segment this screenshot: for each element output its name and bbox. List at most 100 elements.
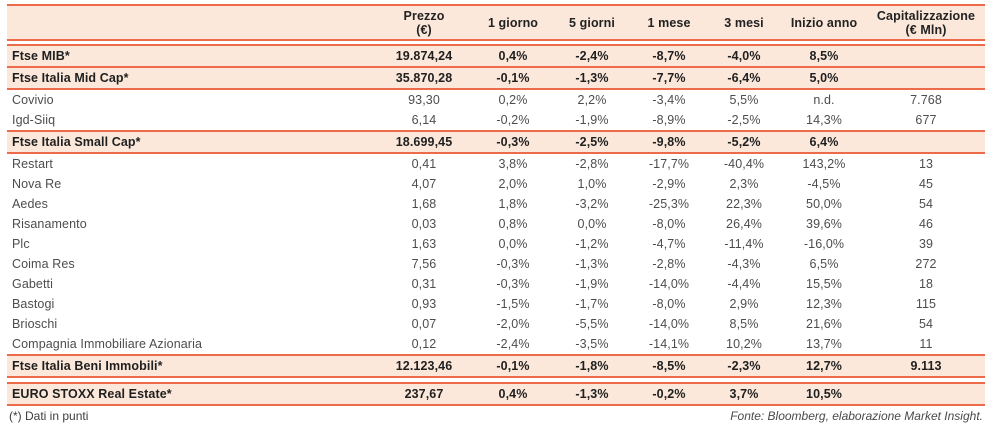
table-row: Plc 1,63 0,0% -1,2% -4,7% -11,4% -16,0% 39 <box>7 234 985 254</box>
cell-prezzo: 237,67 <box>404 387 444 401</box>
cell-prezzo: 0,93 <box>411 297 437 311</box>
cell-m1: -4,7% <box>652 237 686 251</box>
cell-ytd: 5,0% <box>809 71 839 85</box>
column-header-name <box>7 6 375 39</box>
cell-name: Nova Re <box>12 177 62 191</box>
cell-g5: -1,2% <box>575 237 609 251</box>
cell-prezzo: 4,07 <box>411 177 437 191</box>
cell-prezzo: 12.123,46 <box>395 359 453 373</box>
cell-ytd: n.d. <box>813 93 835 107</box>
cell-m3: -2,3% <box>727 359 761 373</box>
cell-cap: 9.113 <box>910 359 942 373</box>
cell-prezzo: 0,12 <box>411 337 437 351</box>
cell-prezzo: 6,14 <box>411 113 437 127</box>
table-row: Brioschi 0,07 -2,0% -5,5% -14,0% 8,5% 21,6% 54 <box>7 314 985 334</box>
cell-name: Plc <box>12 237 30 251</box>
table-row: Coima Res 7,56 -0,3% -1,3% -2,8% -4,3% 6,5% 272 <box>7 254 985 274</box>
cell-m3: 3,7% <box>729 387 759 401</box>
cell-m1: -8,0% <box>652 217 686 231</box>
column-header-g5: 5 giorni <box>569 15 615 30</box>
cell-ytd: 14,3% <box>806 113 842 127</box>
cell-g5: -1,7% <box>575 297 609 311</box>
cell-m3: -4,4% <box>727 277 761 291</box>
cell-m1: -14,0% <box>648 317 690 331</box>
cell-name: Ftse Italia Small Cap* <box>12 135 141 149</box>
cell-m1: -2,9% <box>652 177 686 191</box>
table-row: Ftse Italia Mid Cap* 35.870,28 -0,1% -1,3% -… <box>7 68 985 90</box>
cell-prezzo: 0,03 <box>411 217 437 231</box>
cell-ytd: 13,7% <box>806 337 842 351</box>
table-row: Compagnia Immobiliare Azionaria 0,12 -2,4%… <box>7 334 985 354</box>
cell-m1: -8,0% <box>652 297 686 311</box>
cell-m3: 10,2% <box>726 337 762 351</box>
cell-cap: 54 <box>918 197 934 211</box>
cell-m1: -14,1% <box>648 337 690 351</box>
cell-cap: 115 <box>915 297 937 311</box>
cell-prezzo: 1,68 <box>411 197 437 211</box>
cell-ytd: 8,5% <box>809 49 839 63</box>
header-bottom-border <box>7 39 985 41</box>
cell-g5: -2,8% <box>575 157 609 171</box>
cell-m3: -40,4% <box>723 157 765 171</box>
cell-g1: -0,3% <box>496 135 530 149</box>
cell-prezzo: 0,41 <box>411 157 437 171</box>
cell-g1: -0,2% <box>496 113 530 127</box>
table-footer: (*) Dati in punti Fonte: Bloomberg, elab… <box>7 409 985 423</box>
cell-prezzo: 19.874,24 <box>395 49 453 63</box>
column-header-g1: 1 giorno <box>487 15 539 30</box>
cell-name: Aedes <box>12 197 48 211</box>
cell-m3: 8,5% <box>729 317 759 331</box>
cell-m3: 22,3% <box>726 197 762 211</box>
cell-g1: -2,0% <box>496 317 530 331</box>
cell-m3: -5,2% <box>727 135 761 149</box>
cell-name: Igd-Siiq <box>12 113 56 127</box>
cell-ytd: 10,5% <box>806 387 842 401</box>
column-header-ytd: Inizio anno <box>790 15 858 30</box>
table-row: Bastogi 0,93 -1,5% -1,7% -8,0% 2,9% 12,3% 115 <box>7 294 985 314</box>
cell-ytd: -16,0% <box>803 237 845 251</box>
column-header-m1: 1 mese <box>647 15 691 30</box>
cell-ytd: 6,4% <box>809 135 839 149</box>
cell-m1: -3,4% <box>652 93 686 107</box>
footnote: (*) Dati in punti <box>9 409 89 423</box>
cell-ytd: 143,2% <box>802 157 846 171</box>
section-gap <box>7 378 985 382</box>
cell-g5: 0,0% <box>577 217 607 231</box>
cell-ytd: 15,5% <box>806 277 842 291</box>
cell-m3: -2,5% <box>727 113 761 127</box>
column-header-m3: 3 mesi <box>724 15 764 30</box>
cell-g5: -1,3% <box>575 257 609 271</box>
cell-g5: -3,2% <box>575 197 609 211</box>
cell-prezzo: 93,30 <box>408 93 440 107</box>
cell-name: Coima Res <box>12 257 75 271</box>
cell-m3: 2,9% <box>729 297 759 311</box>
cell-ytd: 6,5% <box>809 257 839 271</box>
source-note: Fonte: Bloomberg, elaborazione Market In… <box>730 409 983 423</box>
cell-cap: 677 <box>915 113 937 127</box>
cell-g5: -2,4% <box>575 49 609 63</box>
cell-prezzo: 0,07 <box>411 317 437 331</box>
table-row: Covivio 93,30 0,2% 2,2% -3,4% 5,5% n.d. 7.768 <box>7 90 985 110</box>
cell-cap: 54 <box>918 317 934 331</box>
cell-name: Ftse Italia Mid Cap* <box>12 71 129 85</box>
cell-cap: 45 <box>918 177 934 191</box>
cell-cap: 272 <box>915 257 937 271</box>
cell-ytd: -4,5% <box>807 177 841 191</box>
cell-g5: -3,5% <box>575 337 609 351</box>
cell-g1: 0,0% <box>498 237 528 251</box>
cell-name: Compagnia Immobiliare Azionaria <box>12 337 202 351</box>
cell-prezzo: 0,31 <box>411 277 437 291</box>
cell-m1: -9,8% <box>652 135 686 149</box>
cell-m1: -8,9% <box>652 113 686 127</box>
cell-g5: -1,9% <box>575 113 609 127</box>
cell-ytd: 12,3% <box>806 297 842 311</box>
cell-cap: 7.768 <box>910 93 942 107</box>
cell-m1: -7,7% <box>652 71 686 85</box>
table-row: EURO STOXX Real Estate* 237,67 0,4% -1,3% -0… <box>7 382 985 406</box>
cell-ytd: 12,7% <box>806 359 842 373</box>
cell-m3: -6,4% <box>727 71 761 85</box>
cell-name: Bastogi <box>12 297 55 311</box>
table-body: Ftse MIB* 19.874,24 0,4% -2,4% -8,7% -4,0% 8,5… <box>7 44 985 406</box>
table-top-border <box>7 4 985 6</box>
cell-m1: -25,3% <box>648 197 690 211</box>
